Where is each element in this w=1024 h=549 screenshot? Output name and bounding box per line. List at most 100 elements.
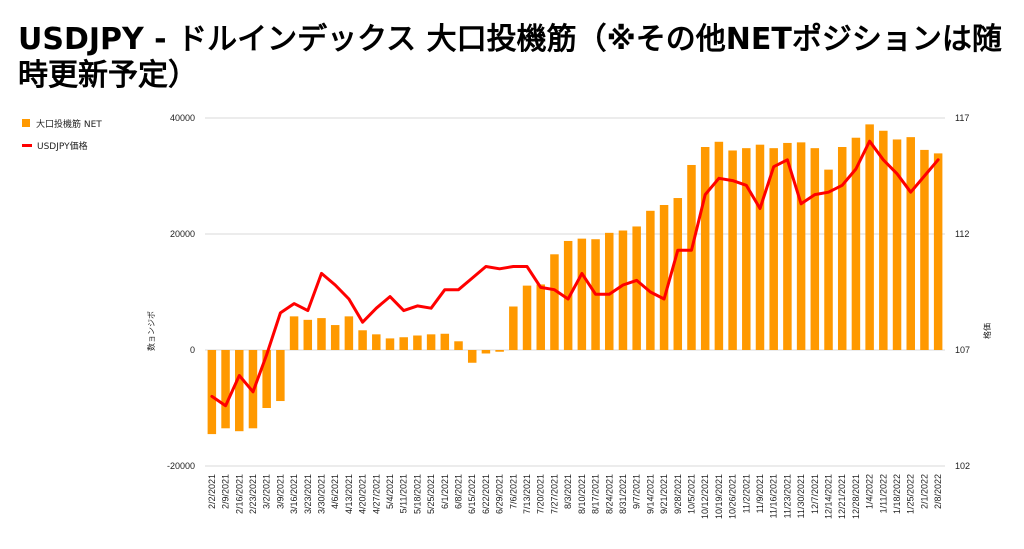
legend-item-bars[interactable]: 大口投機筋 NET bbox=[22, 112, 102, 134]
x-tick-label: 8/31/2021 bbox=[618, 474, 628, 514]
x-tick-label: 2/1/2022 bbox=[919, 474, 929, 509]
bar bbox=[454, 341, 463, 350]
bar bbox=[399, 337, 408, 350]
left-tick-label: -20000 bbox=[167, 461, 195, 471]
bar bbox=[933, 153, 943, 350]
bar bbox=[221, 350, 230, 429]
x-tick-label: 2/8/2022 bbox=[933, 474, 943, 509]
bar bbox=[563, 240, 573, 350]
left-tick-label: 0 bbox=[190, 345, 195, 355]
chart-title: USDJPY - ドルインデックス 大口投機筋（※その他NETポジションは随時更… bbox=[18, 22, 1002, 93]
bar bbox=[289, 316, 299, 350]
x-tick-label: 3/2/2021 bbox=[262, 474, 272, 509]
x-tick-label: 5/18/2021 bbox=[412, 474, 422, 514]
bar bbox=[851, 137, 861, 350]
x-tick-label: 4/27/2021 bbox=[371, 474, 381, 514]
bar bbox=[303, 319, 313, 350]
bar bbox=[783, 142, 792, 350]
bar bbox=[824, 169, 833, 350]
x-tick-label: 11/9/2021 bbox=[755, 474, 765, 513]
x-tick-label: 4/13/2021 bbox=[344, 474, 354, 514]
bar bbox=[467, 350, 477, 363]
right-axis-title: 格価 bbox=[982, 323, 992, 339]
x-tick-label: 3/16/2021 bbox=[289, 474, 299, 514]
bar bbox=[522, 285, 532, 350]
bar bbox=[892, 139, 902, 350]
left-tick-label: 40000 bbox=[170, 113, 195, 123]
x-tick-label: 8/24/2021 bbox=[604, 474, 614, 514]
x-tick-label: 7/20/2021 bbox=[536, 474, 546, 514]
x-tick-label: 12/14/2021 bbox=[824, 474, 834, 519]
x-tick-label: 2/2/2021 bbox=[207, 474, 217, 509]
x-tick-label: 10/26/2021 bbox=[728, 474, 738, 519]
bar bbox=[837, 147, 847, 350]
x-tick-label: 6/22/2021 bbox=[481, 474, 491, 514]
x-tick-label: 5/11/2021 bbox=[399, 474, 409, 513]
bar bbox=[550, 254, 559, 350]
right-tick-label: 117 bbox=[955, 113, 969, 123]
x-tick-label: 11/30/2021 bbox=[796, 474, 806, 518]
bar bbox=[700, 147, 710, 350]
x-tick-label: 7/6/2021 bbox=[508, 474, 518, 509]
x-tick-label: 6/29/2021 bbox=[495, 474, 505, 514]
bar bbox=[426, 334, 436, 350]
x-tick-label: 8/3/2021 bbox=[563, 474, 573, 509]
legend-label-line: USDJPY価格 bbox=[37, 141, 88, 152]
x-tick-label: 9/28/2021 bbox=[673, 474, 683, 514]
bar bbox=[262, 350, 271, 408]
x-tick-label: 1/18/2022 bbox=[892, 474, 902, 514]
x-tick-label: 1/11/2022 bbox=[878, 474, 888, 513]
gridlines bbox=[205, 117, 945, 467]
right-tick-label: 107 bbox=[955, 345, 970, 355]
bar bbox=[276, 350, 285, 402]
left-axis-title: 数ョンジポ bbox=[146, 311, 156, 351]
bar bbox=[810, 148, 820, 350]
bar bbox=[755, 144, 765, 350]
left-axis-ticks: 40000 20000 0 -20000 bbox=[167, 113, 195, 471]
x-tick-label: 2/9/2021 bbox=[221, 474, 231, 509]
bar bbox=[358, 330, 367, 350]
legend: 大口投機筋 NET USDJPY価格 bbox=[22, 112, 102, 156]
x-tick-label: 9/14/2021 bbox=[645, 474, 655, 514]
bar bbox=[536, 284, 545, 350]
x-tick-label: 7/13/2021 bbox=[522, 474, 532, 514]
x-tick-label: 10/19/2021 bbox=[714, 474, 724, 519]
legend-swatch-bars bbox=[22, 119, 30, 127]
right-tick-label: 112 bbox=[955, 229, 969, 239]
bar bbox=[372, 334, 381, 350]
bar bbox=[440, 333, 450, 350]
x-axis-ticks: 2/2/2021 2/9/2021 2/16/2021 2/23/2021 3/2/20… bbox=[207, 474, 943, 519]
x-tick-label: 2/23/2021 bbox=[248, 474, 258, 514]
bar bbox=[385, 338, 395, 350]
x-tick-label: 12/7/2021 bbox=[810, 474, 820, 514]
bar bbox=[413, 335, 422, 350]
x-tick-label: 10/12/2021 bbox=[700, 474, 710, 519]
bar bbox=[481, 350, 491, 354]
x-tick-label: 12/21/2021 bbox=[837, 474, 847, 519]
x-tick-label: 12/28/2021 bbox=[851, 474, 861, 519]
bar bbox=[509, 306, 518, 350]
bar bbox=[865, 124, 874, 350]
bar bbox=[673, 198, 683, 350]
bar bbox=[742, 148, 751, 350]
x-tick-label: 1/25/2022 bbox=[906, 474, 916, 514]
bar bbox=[577, 238, 587, 350]
x-tick-label: 11/2/2021 bbox=[741, 474, 751, 513]
bar bbox=[646, 210, 655, 350]
x-tick-label: 9/21/2021 bbox=[659, 474, 669, 514]
x-tick-label: 8/17/2021 bbox=[591, 474, 601, 514]
x-tick-label: 6/15/2021 bbox=[467, 474, 477, 514]
x-tick-label: 3/30/2021 bbox=[316, 474, 326, 514]
x-tick-label: 10/5/2021 bbox=[686, 474, 696, 514]
x-tick-label: 8/10/2021 bbox=[577, 474, 587, 514]
legend-item-line[interactable]: USDJPY価格 bbox=[22, 134, 102, 156]
left-tick-label: 20000 bbox=[170, 229, 195, 239]
bar bbox=[605, 232, 614, 350]
x-tick-label: 6/8/2021 bbox=[454, 474, 464, 509]
bar bbox=[330, 325, 340, 350]
price-line bbox=[210, 139, 940, 408]
bar bbox=[714, 141, 724, 350]
bar bbox=[659, 205, 669, 350]
right-tick-label: 102 bbox=[955, 461, 970, 471]
